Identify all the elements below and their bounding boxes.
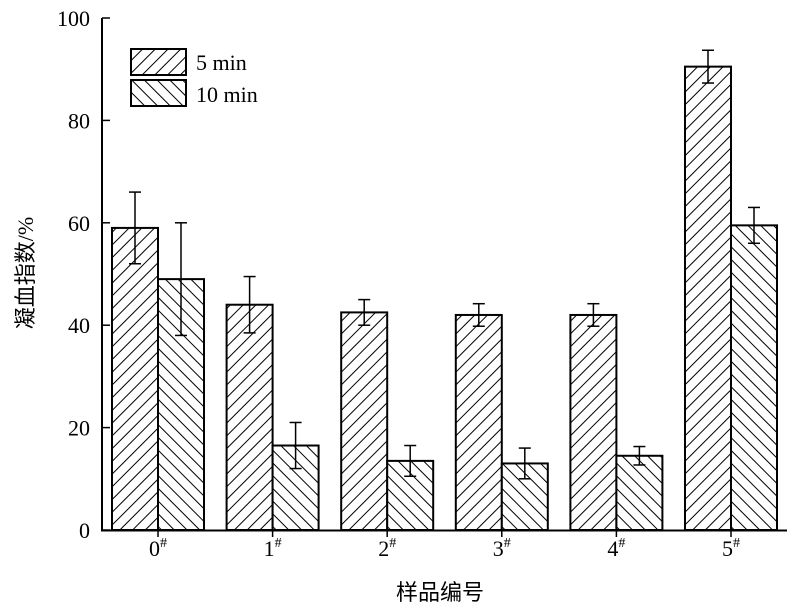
- y-axis-label: 凝血指数/%: [13, 217, 38, 329]
- y-ticks-layer: 0 20 40 60 80 100: [57, 6, 110, 543]
- bar-1-series-0: [225, 303, 274, 531]
- legend-swatch-5min: [130, 48, 187, 76]
- y-tick-label: 80: [68, 108, 90, 133]
- bar-4-series-0: [569, 313, 618, 531]
- x-axis-label: 样品编号: [396, 580, 484, 605]
- x-tick-label: 1#: [264, 536, 282, 561]
- bar-3-series-0: [454, 313, 503, 531]
- bar-4-series-1: [615, 454, 664, 532]
- legend: 5 min 10 min: [130, 48, 258, 107]
- y-tick-label: 0: [79, 518, 90, 543]
- x-tick-label: 4#: [607, 536, 625, 561]
- x-ticks-layer: 0# 1# 2# 3# 4# 5#: [149, 530, 740, 561]
- legend-label-5min: 5 min: [196, 50, 247, 75]
- x-tick-label: 5#: [722, 536, 740, 561]
- x-tick-label: 0#: [149, 536, 167, 561]
- y-tick-label: 60: [68, 211, 90, 236]
- y-tick-label: 100: [57, 6, 90, 31]
- x-tick-label: 2#: [378, 536, 396, 561]
- error-bars-layer: [129, 49, 760, 480]
- x-tick-label: 3#: [493, 536, 511, 561]
- bar-5-series-1: [730, 224, 778, 532]
- legend-label-10min: 10 min: [196, 82, 258, 107]
- bar-0-series-0: [111, 226, 159, 531]
- bar-3-series-1: [500, 462, 549, 531]
- y-tick-label: 20: [68, 416, 90, 441]
- legend-swatch-10min: [130, 79, 187, 107]
- bar-2-series-0: [340, 311, 389, 531]
- y-tick-label: 40: [68, 313, 90, 338]
- bar-5-series-0: [684, 65, 732, 531]
- bars-layer: [111, 65, 778, 532]
